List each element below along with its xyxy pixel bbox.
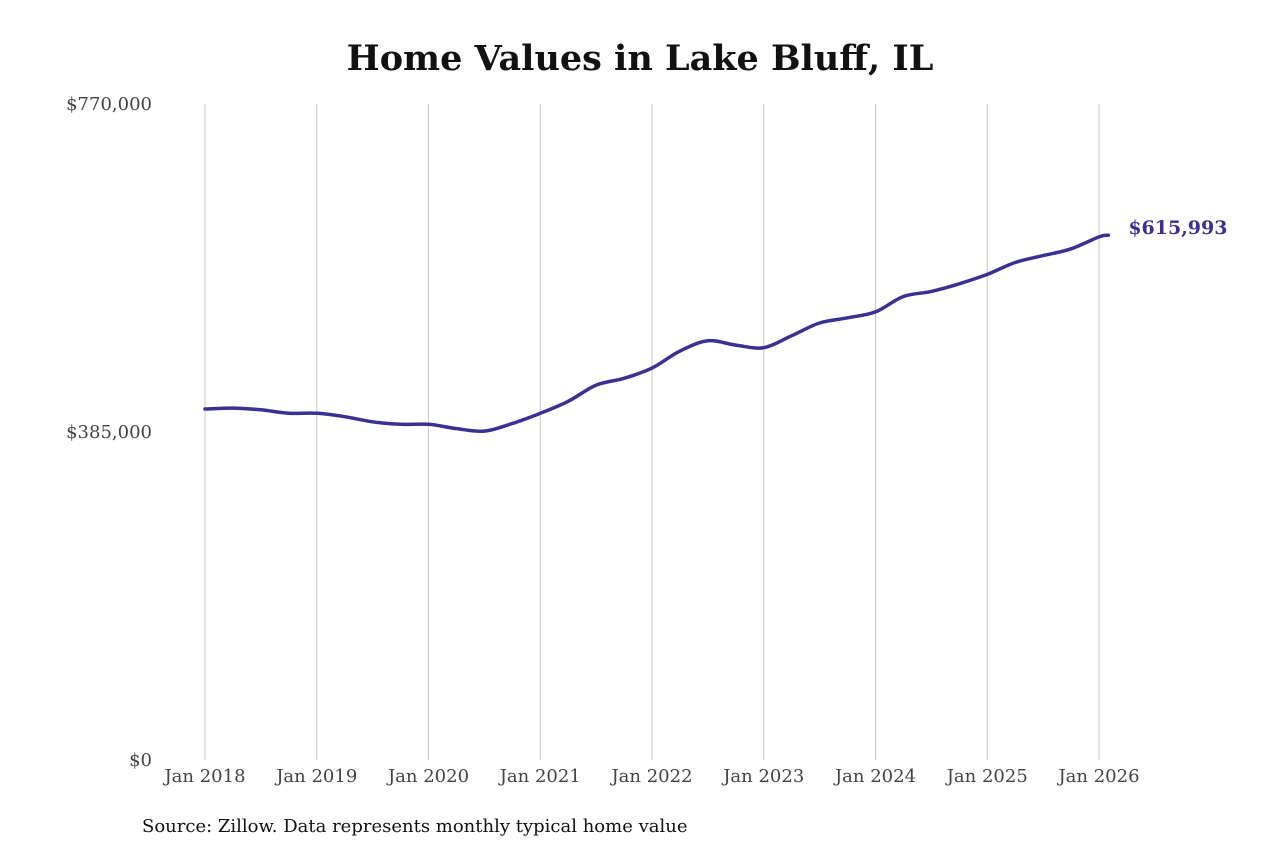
x-axis-ticks: Jan 2018 Jan 2019 Jan 2020 Jan 2021 Jan 2022… — [162, 766, 1139, 787]
x-tick-label: Jan 2019 — [274, 766, 357, 787]
x-tick-label: Jan 2020 — [386, 766, 469, 787]
y-tick-label: $770,000 — [66, 94, 152, 115]
series-group: $615,993 — [203, 217, 1227, 434]
grid-lines — [204, 104, 1100, 760]
end-value-label: $615,993 — [1128, 217, 1227, 239]
x-tick-label: Jan 2018 — [162, 766, 245, 787]
x-tick-label: Jan 2024 — [833, 766, 916, 787]
y-tick-label: $0 — [129, 750, 152, 771]
y-tick-label: $385,000 — [66, 422, 152, 443]
source-note: Source: Zillow. Data represents monthly … — [142, 816, 688, 837]
x-tick-label: Jan 2021 — [498, 766, 581, 787]
series-line — [203, 233, 1111, 434]
x-tick-label: Jan 2023 — [721, 766, 804, 787]
x-tick-label: Jan 2025 — [945, 766, 1028, 787]
y-axis-ticks: $0 $385,000 $770,000 — [66, 94, 152, 771]
x-tick-label: Jan 2022 — [609, 766, 692, 787]
x-tick-label: Jan 2026 — [1056, 766, 1139, 787]
chart-title: Home Values in Lake Bluff, IL — [346, 38, 934, 79]
